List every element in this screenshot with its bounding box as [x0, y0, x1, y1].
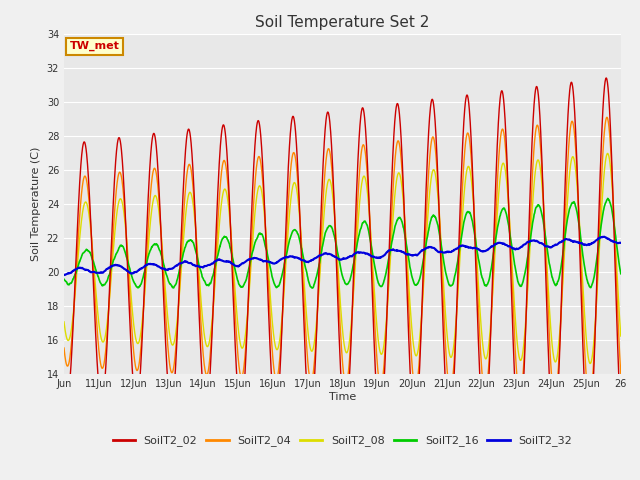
Y-axis label: Soil Temperature (C): Soil Temperature (C)	[31, 147, 41, 261]
X-axis label: Time: Time	[329, 392, 356, 402]
Legend: SoilT2_02, SoilT2_04, SoilT2_08, SoilT2_16, SoilT2_32: SoilT2_02, SoilT2_04, SoilT2_08, SoilT2_…	[108, 431, 577, 451]
Text: TW_met: TW_met	[70, 41, 120, 51]
Title: Soil Temperature Set 2: Soil Temperature Set 2	[255, 15, 429, 30]
